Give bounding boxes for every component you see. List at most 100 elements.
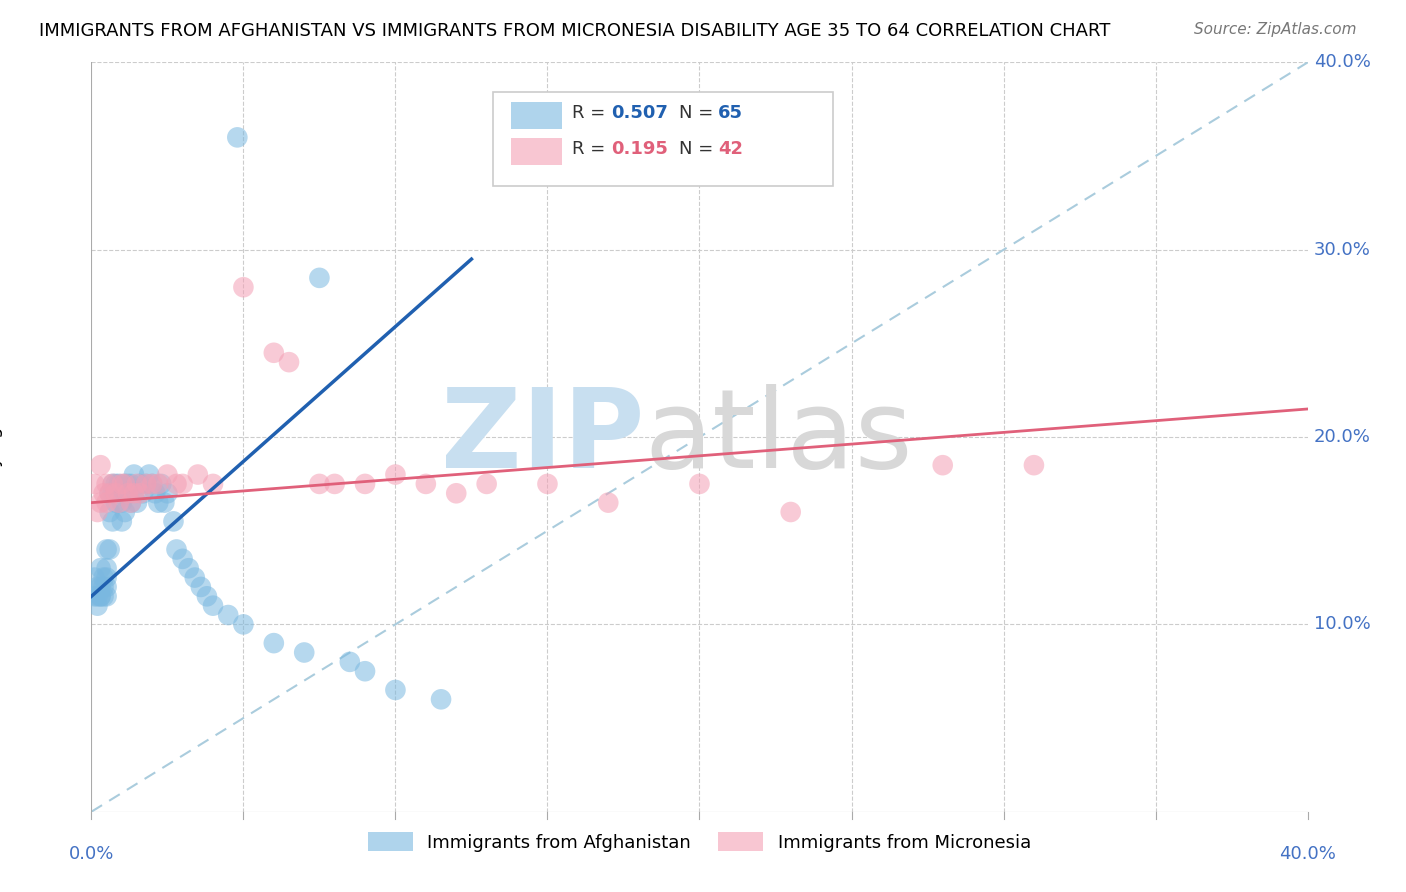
Point <box>323 476 346 491</box>
Text: 42: 42 <box>717 140 742 158</box>
Text: IMMIGRANTS FROM AFGHANISTAN VS IMMIGRANTS FROM MICRONESIA DISABILITY AGE 35 TO 6: IMMIGRANTS FROM AFGHANISTAN VS IMMIGRANT… <box>39 22 1111 40</box>
Point <box>354 664 377 679</box>
Point <box>98 486 121 500</box>
Point <box>308 271 330 285</box>
Point <box>202 476 225 491</box>
Point <box>172 476 194 491</box>
Point <box>166 476 188 491</box>
Point <box>129 486 152 500</box>
Point <box>93 486 115 500</box>
Point <box>292 646 315 660</box>
Text: ZIP: ZIP <box>441 384 645 491</box>
Point <box>598 496 620 510</box>
Point <box>89 496 111 510</box>
FancyBboxPatch shape <box>510 103 562 129</box>
Point <box>117 486 139 500</box>
Point <box>187 467 209 482</box>
Point <box>96 571 118 585</box>
Point <box>177 561 200 575</box>
Point <box>93 571 115 585</box>
Point <box>111 476 134 491</box>
Point <box>195 590 218 604</box>
Text: 10.0%: 10.0% <box>1313 615 1371 633</box>
Point <box>98 486 121 500</box>
Text: 65: 65 <box>717 103 742 121</box>
Point <box>384 683 406 698</box>
Point <box>217 608 239 623</box>
Point <box>101 476 124 491</box>
Point <box>263 345 285 359</box>
Point <box>122 486 145 500</box>
Point <box>308 476 330 491</box>
Point <box>98 505 121 519</box>
FancyBboxPatch shape <box>510 138 562 165</box>
Point <box>153 496 176 510</box>
Point <box>278 355 301 369</box>
Point <box>444 486 467 500</box>
Point <box>101 514 124 528</box>
Point <box>93 580 115 594</box>
Point <box>202 599 225 613</box>
Text: N =: N = <box>679 140 718 158</box>
Point <box>114 505 136 519</box>
Point <box>536 476 558 491</box>
Text: Disability Age 35 to 64: Disability Age 35 to 64 <box>0 334 3 540</box>
Text: 30.0%: 30.0% <box>1313 241 1371 259</box>
Point <box>129 476 152 491</box>
Point <box>96 496 118 510</box>
Point <box>86 505 108 519</box>
Text: R =: R = <box>572 103 610 121</box>
Point <box>162 514 184 528</box>
Point <box>96 561 118 575</box>
Point <box>120 496 142 510</box>
Point <box>135 476 157 491</box>
Point <box>83 571 105 585</box>
Point <box>141 476 163 491</box>
Point <box>117 486 139 500</box>
Point <box>83 476 105 491</box>
Text: 40.0%: 40.0% <box>1279 846 1336 863</box>
Point <box>148 476 170 491</box>
Point <box>93 590 115 604</box>
Point <box>104 476 127 491</box>
Point <box>931 458 953 473</box>
Text: 0.0%: 0.0% <box>69 846 114 863</box>
Point <box>226 130 249 145</box>
Point <box>125 496 148 510</box>
Point <box>1022 458 1045 473</box>
Point <box>89 458 111 473</box>
Text: Source: ZipAtlas.com: Source: ZipAtlas.com <box>1194 22 1357 37</box>
Text: 0.195: 0.195 <box>610 140 668 158</box>
Point <box>148 496 170 510</box>
Point <box>83 590 105 604</box>
Point <box>96 542 118 557</box>
Point <box>101 476 124 491</box>
Point <box>141 476 163 491</box>
Point <box>232 617 254 632</box>
Point <box>89 590 111 604</box>
Point <box>107 486 129 500</box>
Point <box>122 467 145 482</box>
Point <box>114 476 136 491</box>
Point <box>111 514 134 528</box>
Point <box>98 542 121 557</box>
Point <box>354 476 377 491</box>
Text: 40.0%: 40.0% <box>1313 54 1371 71</box>
Point <box>104 486 127 500</box>
Point <box>430 692 453 706</box>
Text: N =: N = <box>679 103 718 121</box>
Point <box>143 486 166 500</box>
Point <box>111 496 134 510</box>
Point <box>263 636 285 650</box>
Point <box>138 467 160 482</box>
Point <box>779 505 801 519</box>
Text: R =: R = <box>572 140 610 158</box>
Point <box>125 476 148 491</box>
Point <box>86 590 108 604</box>
Point <box>475 476 498 491</box>
Point <box>339 655 361 669</box>
Text: 0.507: 0.507 <box>610 103 668 121</box>
Text: atlas: atlas <box>645 384 914 491</box>
Point <box>107 496 129 510</box>
FancyBboxPatch shape <box>492 93 834 186</box>
